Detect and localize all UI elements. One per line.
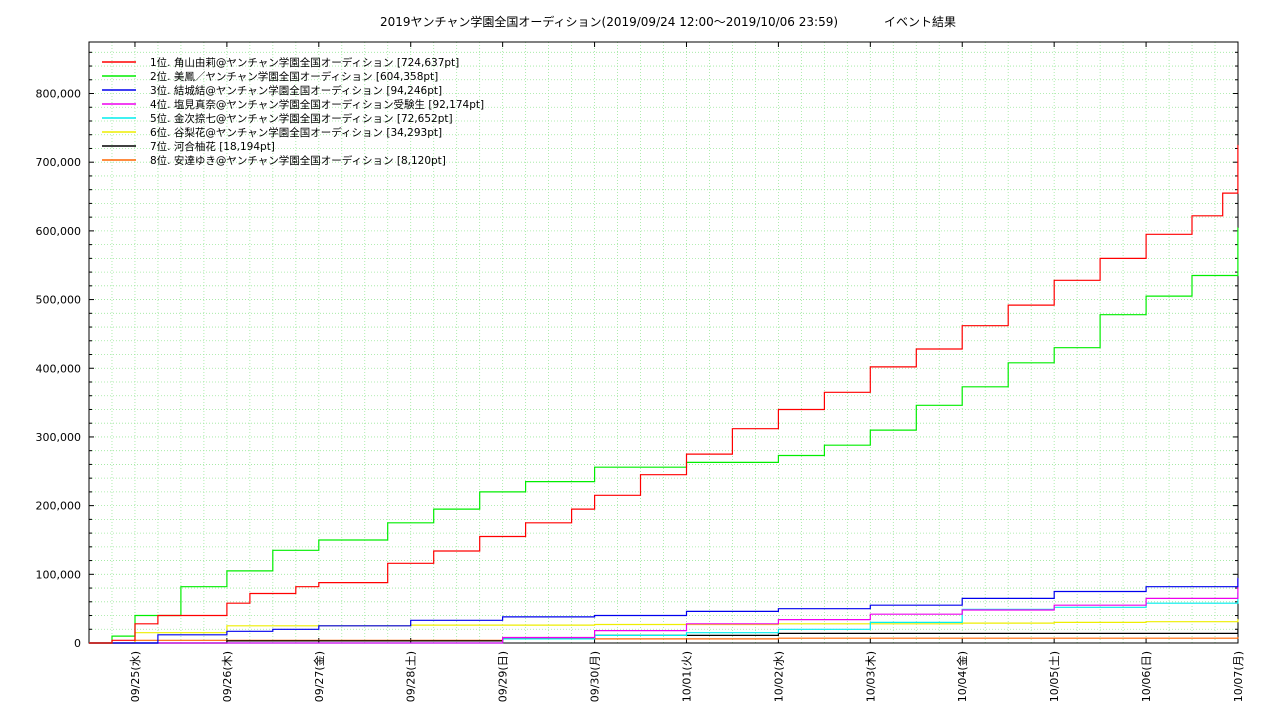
legend-label: 6位. 谷梨花@ヤンチャン学園全国オーディション [34,293pt]: [150, 126, 442, 139]
y-tick-label: 200,000: [36, 500, 82, 513]
x-tick-label: 09/28(土): [405, 651, 418, 702]
y-tick-label: 0: [74, 637, 81, 650]
x-tick-label: 10/02(水): [772, 651, 785, 702]
x-tick-label: 10/05(土): [1048, 651, 1061, 702]
legend: 1位. 角山由莉@ヤンチャン学園全国オーディション [724,637pt]2位.…: [102, 56, 484, 167]
legend-label: 8位. 安達ゆき@ヤンチャン学園全国オーディション [8,120pt]: [150, 154, 446, 167]
x-tick-label: 09/30(月): [589, 651, 602, 702]
x-tick-label: 10/03(木): [864, 651, 877, 702]
y-tick-label: 100,000: [36, 568, 82, 581]
y-tick-label: 500,000: [36, 294, 82, 307]
x-tick-label: 10/07(月): [1232, 651, 1245, 702]
series-line: [89, 144, 1239, 644]
y-tick-label: 700,000: [36, 156, 82, 169]
series-line: [89, 579, 1239, 644]
y-tick-label: 300,000: [36, 431, 82, 444]
x-tick-label: 10/01(火): [680, 651, 693, 702]
x-tick-label: 10/04(金): [955, 651, 969, 702]
chart-title: 2019ヤンチャン学園全国オーディション(2019/09/24 12:00〜20…: [380, 14, 838, 29]
y-tick-label: 400,000: [36, 362, 82, 375]
x-tick-label: 09/25(水): [129, 651, 142, 702]
legend-label: 3位. 結城結@ヤンチャン学園全国オーディション [94,246pt]: [150, 84, 442, 97]
legend-label: 2位. 美鳳／ヤンチャン学園全国オーディション [604,358pt]: [150, 70, 438, 83]
series-line: [89, 577, 1239, 644]
x-tick-label: 09/26(木): [221, 651, 234, 702]
y-tick-label: 600,000: [36, 225, 82, 238]
x-tick-label: 09/27(金): [312, 651, 326, 702]
legend-label: 1位. 角山由莉@ヤンチャン学園全国オーディション [724,637pt]: [150, 56, 459, 69]
x-tick-label: 09/29(日): [497, 651, 510, 702]
plot-frame: [88, 41, 1239, 644]
x-tick-label: 10/06(日): [1140, 651, 1153, 702]
chart-title-suffix: イベント結果: [884, 15, 956, 29]
y-tick-label: 800,000: [36, 88, 82, 101]
legend-label: 4位. 塩見真奈@ヤンチャン学園全国オーディション受験生 [92,174pt]: [150, 98, 484, 111]
legend-label: 7位. 河合柚花 [18,194pt]: [150, 140, 275, 153]
legend-label: 5位. 金次捺七@ヤンチャン学園全国オーディション [72,652pt]: [150, 112, 453, 125]
